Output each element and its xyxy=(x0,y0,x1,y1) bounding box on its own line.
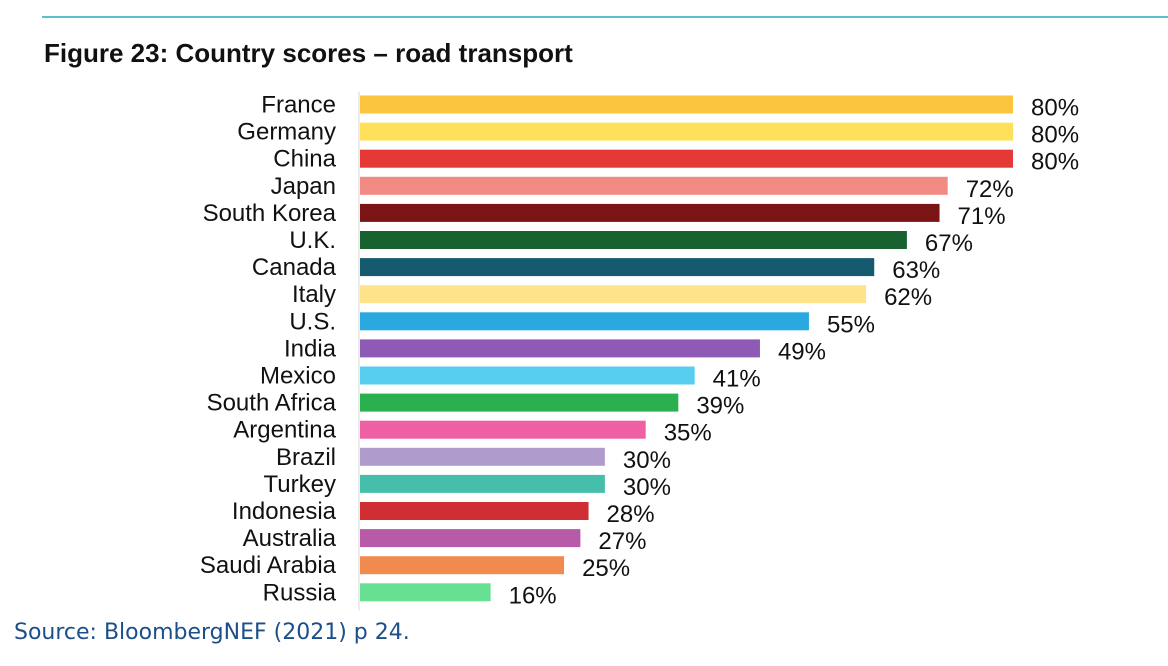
bar-south-korea xyxy=(360,203,940,222)
category-label: South Korea xyxy=(203,200,337,227)
category-label: Argentina xyxy=(233,417,336,444)
value-label: 80% xyxy=(1031,149,1079,176)
bar-india xyxy=(360,339,760,358)
bar-russia xyxy=(360,583,491,602)
source-note: Source: BloombergNEF (2021) p 24. xyxy=(14,620,410,645)
category-label: South Africa xyxy=(207,390,337,417)
value-label: 30% xyxy=(623,447,671,474)
bar-u-k xyxy=(360,231,907,249)
bar-france xyxy=(360,95,1013,114)
category-label: France xyxy=(261,92,336,119)
bar-germany xyxy=(360,122,1013,141)
category-label: Canada xyxy=(252,254,337,281)
bar-u-s xyxy=(360,312,809,331)
value-label: 25% xyxy=(582,555,630,582)
bar-mexico xyxy=(360,366,695,385)
bar-argentina xyxy=(360,420,646,439)
top-rule xyxy=(42,16,1168,18)
bar-saudi-arabia xyxy=(360,556,565,575)
category-label: Indonesia xyxy=(232,498,337,525)
category-label: India xyxy=(284,335,337,362)
category-label: Brazil xyxy=(276,444,336,471)
bar-japan xyxy=(360,176,948,195)
figure-title: Figure 23: Country scores – road transpo… xyxy=(44,38,573,68)
value-label: 55% xyxy=(827,311,875,338)
category-label: Japan xyxy=(271,173,336,200)
category-label: Turkey xyxy=(264,471,336,498)
value-label: 80% xyxy=(1031,122,1079,149)
value-label: 72% xyxy=(966,176,1014,203)
bar-chart: France 80% Germany 80% China 80% Japan 72% South… xyxy=(200,91,1079,611)
value-label: 39% xyxy=(696,393,744,420)
category-label: Saudi Arabia xyxy=(200,552,337,579)
value-label: 49% xyxy=(778,338,826,365)
category-label: Australia xyxy=(243,525,337,552)
value-label: 62% xyxy=(884,284,932,311)
bar-indonesia xyxy=(360,502,589,520)
bar-south-africa xyxy=(360,393,679,412)
value-label: 67% xyxy=(925,230,973,257)
value-label: 80% xyxy=(1031,95,1079,122)
value-label: 71% xyxy=(958,203,1006,230)
value-label: 28% xyxy=(607,501,655,528)
category-label: Russia xyxy=(263,579,337,606)
bar-italy xyxy=(360,285,867,304)
bar-turkey xyxy=(360,474,605,493)
value-label: 16% xyxy=(509,582,557,609)
category-label: Germany xyxy=(237,119,336,146)
category-label: China xyxy=(273,146,336,173)
category-label: U.S. xyxy=(289,308,336,335)
value-label: 27% xyxy=(598,528,646,555)
value-label: 41% xyxy=(713,366,761,393)
bar-canada xyxy=(360,258,875,277)
category-label: Italy xyxy=(292,281,336,308)
bar-brazil xyxy=(360,447,605,466)
bar-australia xyxy=(360,529,581,548)
value-label: 35% xyxy=(664,420,712,447)
category-label: Mexico xyxy=(260,363,336,390)
value-label: 30% xyxy=(623,474,671,501)
category-label: U.K. xyxy=(289,227,336,254)
bar-china xyxy=(360,149,1013,168)
value-label: 63% xyxy=(892,257,940,284)
